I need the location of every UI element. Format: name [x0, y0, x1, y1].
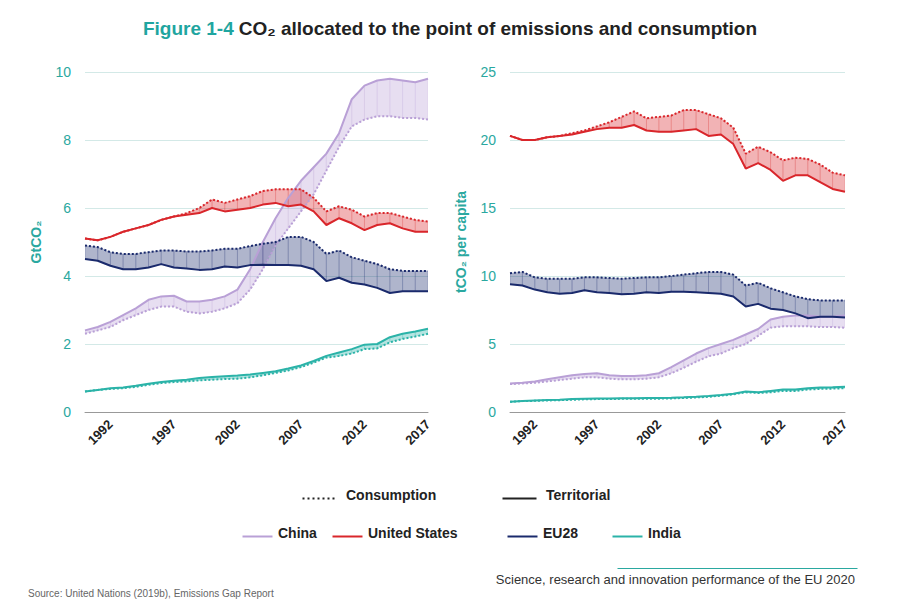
svg-text:2007: 2007 — [275, 417, 306, 448]
svg-text:2017: 2017 — [819, 417, 850, 448]
svg-text:Figure 1-4: Figure 1-4 — [143, 18, 234, 39]
svg-text:2: 2 — [63, 336, 71, 352]
svg-text:CO₂ allocated to the point of: CO₂ allocated to the point of emissions … — [239, 18, 757, 39]
svg-text:Consumption: Consumption — [346, 487, 436, 503]
svg-text:1992: 1992 — [509, 417, 540, 448]
svg-text:2007: 2007 — [695, 417, 726, 448]
svg-text:2002: 2002 — [633, 417, 664, 448]
svg-text:1997: 1997 — [148, 417, 179, 448]
svg-text:5: 5 — [488, 336, 496, 352]
svg-text:2017: 2017 — [402, 417, 433, 448]
svg-text:2002: 2002 — [212, 417, 243, 448]
svg-text:China: China — [278, 525, 317, 541]
svg-text:0: 0 — [488, 404, 496, 420]
svg-text:Science, research and innovati: Science, research and innovation perform… — [496, 572, 855, 587]
svg-text:1992: 1992 — [85, 417, 116, 448]
svg-text:15: 15 — [480, 200, 496, 216]
svg-text:20: 20 — [480, 132, 496, 148]
svg-text:2012: 2012 — [339, 417, 370, 448]
svg-text:8: 8 — [63, 132, 71, 148]
svg-text:GtCO₂: GtCO₂ — [28, 221, 44, 264]
svg-text:2012: 2012 — [757, 417, 788, 448]
svg-text:Territorial: Territorial — [546, 487, 610, 503]
svg-text:United States: United States — [368, 525, 458, 541]
svg-text:India: India — [648, 525, 681, 541]
svg-text:10: 10 — [480, 268, 496, 284]
svg-text:EU28: EU28 — [543, 525, 578, 541]
svg-text:6: 6 — [63, 200, 71, 216]
svg-text:0: 0 — [63, 404, 71, 420]
svg-text:1997: 1997 — [571, 417, 602, 448]
svg-text:25: 25 — [480, 64, 496, 80]
svg-text:Source: United Nations (2019b): Source: United Nations (2019b), Emission… — [28, 588, 274, 599]
svg-text:4: 4 — [63, 268, 71, 284]
svg-text:10: 10 — [55, 64, 71, 80]
svg-text:tCO₂ per capita: tCO₂ per capita — [453, 191, 469, 293]
